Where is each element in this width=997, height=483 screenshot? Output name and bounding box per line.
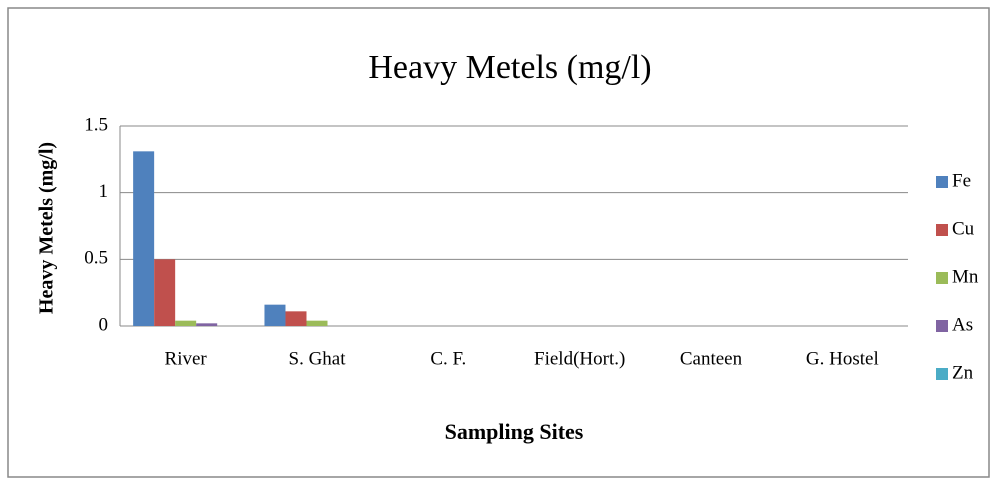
- legend-swatch: [936, 272, 948, 284]
- legend-swatch: [936, 320, 948, 332]
- x-tick-label: S. Ghat: [289, 348, 347, 369]
- chart-title: Heavy Metels (mg/l): [368, 49, 651, 86]
- y-tick-label: 1.5: [84, 114, 108, 135]
- bar: [154, 259, 176, 326]
- bar: [264, 304, 286, 326]
- x-axis-label: Sampling Sites: [445, 419, 584, 444]
- y-tick-label: 0.5: [84, 248, 108, 269]
- y-tick-label: 0: [99, 314, 109, 335]
- bar: [133, 151, 155, 326]
- bar: [285, 311, 307, 326]
- legend-swatch: [936, 224, 948, 236]
- x-tick-label: C. F.: [430, 348, 466, 369]
- x-tick-label: River: [165, 348, 208, 369]
- legend-label: Zn: [952, 362, 974, 383]
- y-axis-label: Heavy Metels (mg/l): [36, 142, 58, 314]
- chart-border: [7, 7, 990, 478]
- legend-label: Fe: [952, 170, 971, 191]
- legend-label: Mn: [952, 266, 979, 287]
- x-tick-label: Canteen: [680, 348, 743, 369]
- x-tick-label: Field(Hort.): [534, 348, 625, 369]
- legend-label: Cu: [952, 218, 975, 239]
- bar: [196, 323, 218, 326]
- legend-swatch: [936, 368, 948, 380]
- x-tick-label: G. Hostel: [806, 348, 879, 369]
- legend-label: As: [952, 314, 973, 335]
- legend-swatch: [936, 176, 948, 188]
- bar: [306, 320, 328, 326]
- bar: [175, 320, 197, 326]
- y-tick-label: 1: [99, 181, 109, 202]
